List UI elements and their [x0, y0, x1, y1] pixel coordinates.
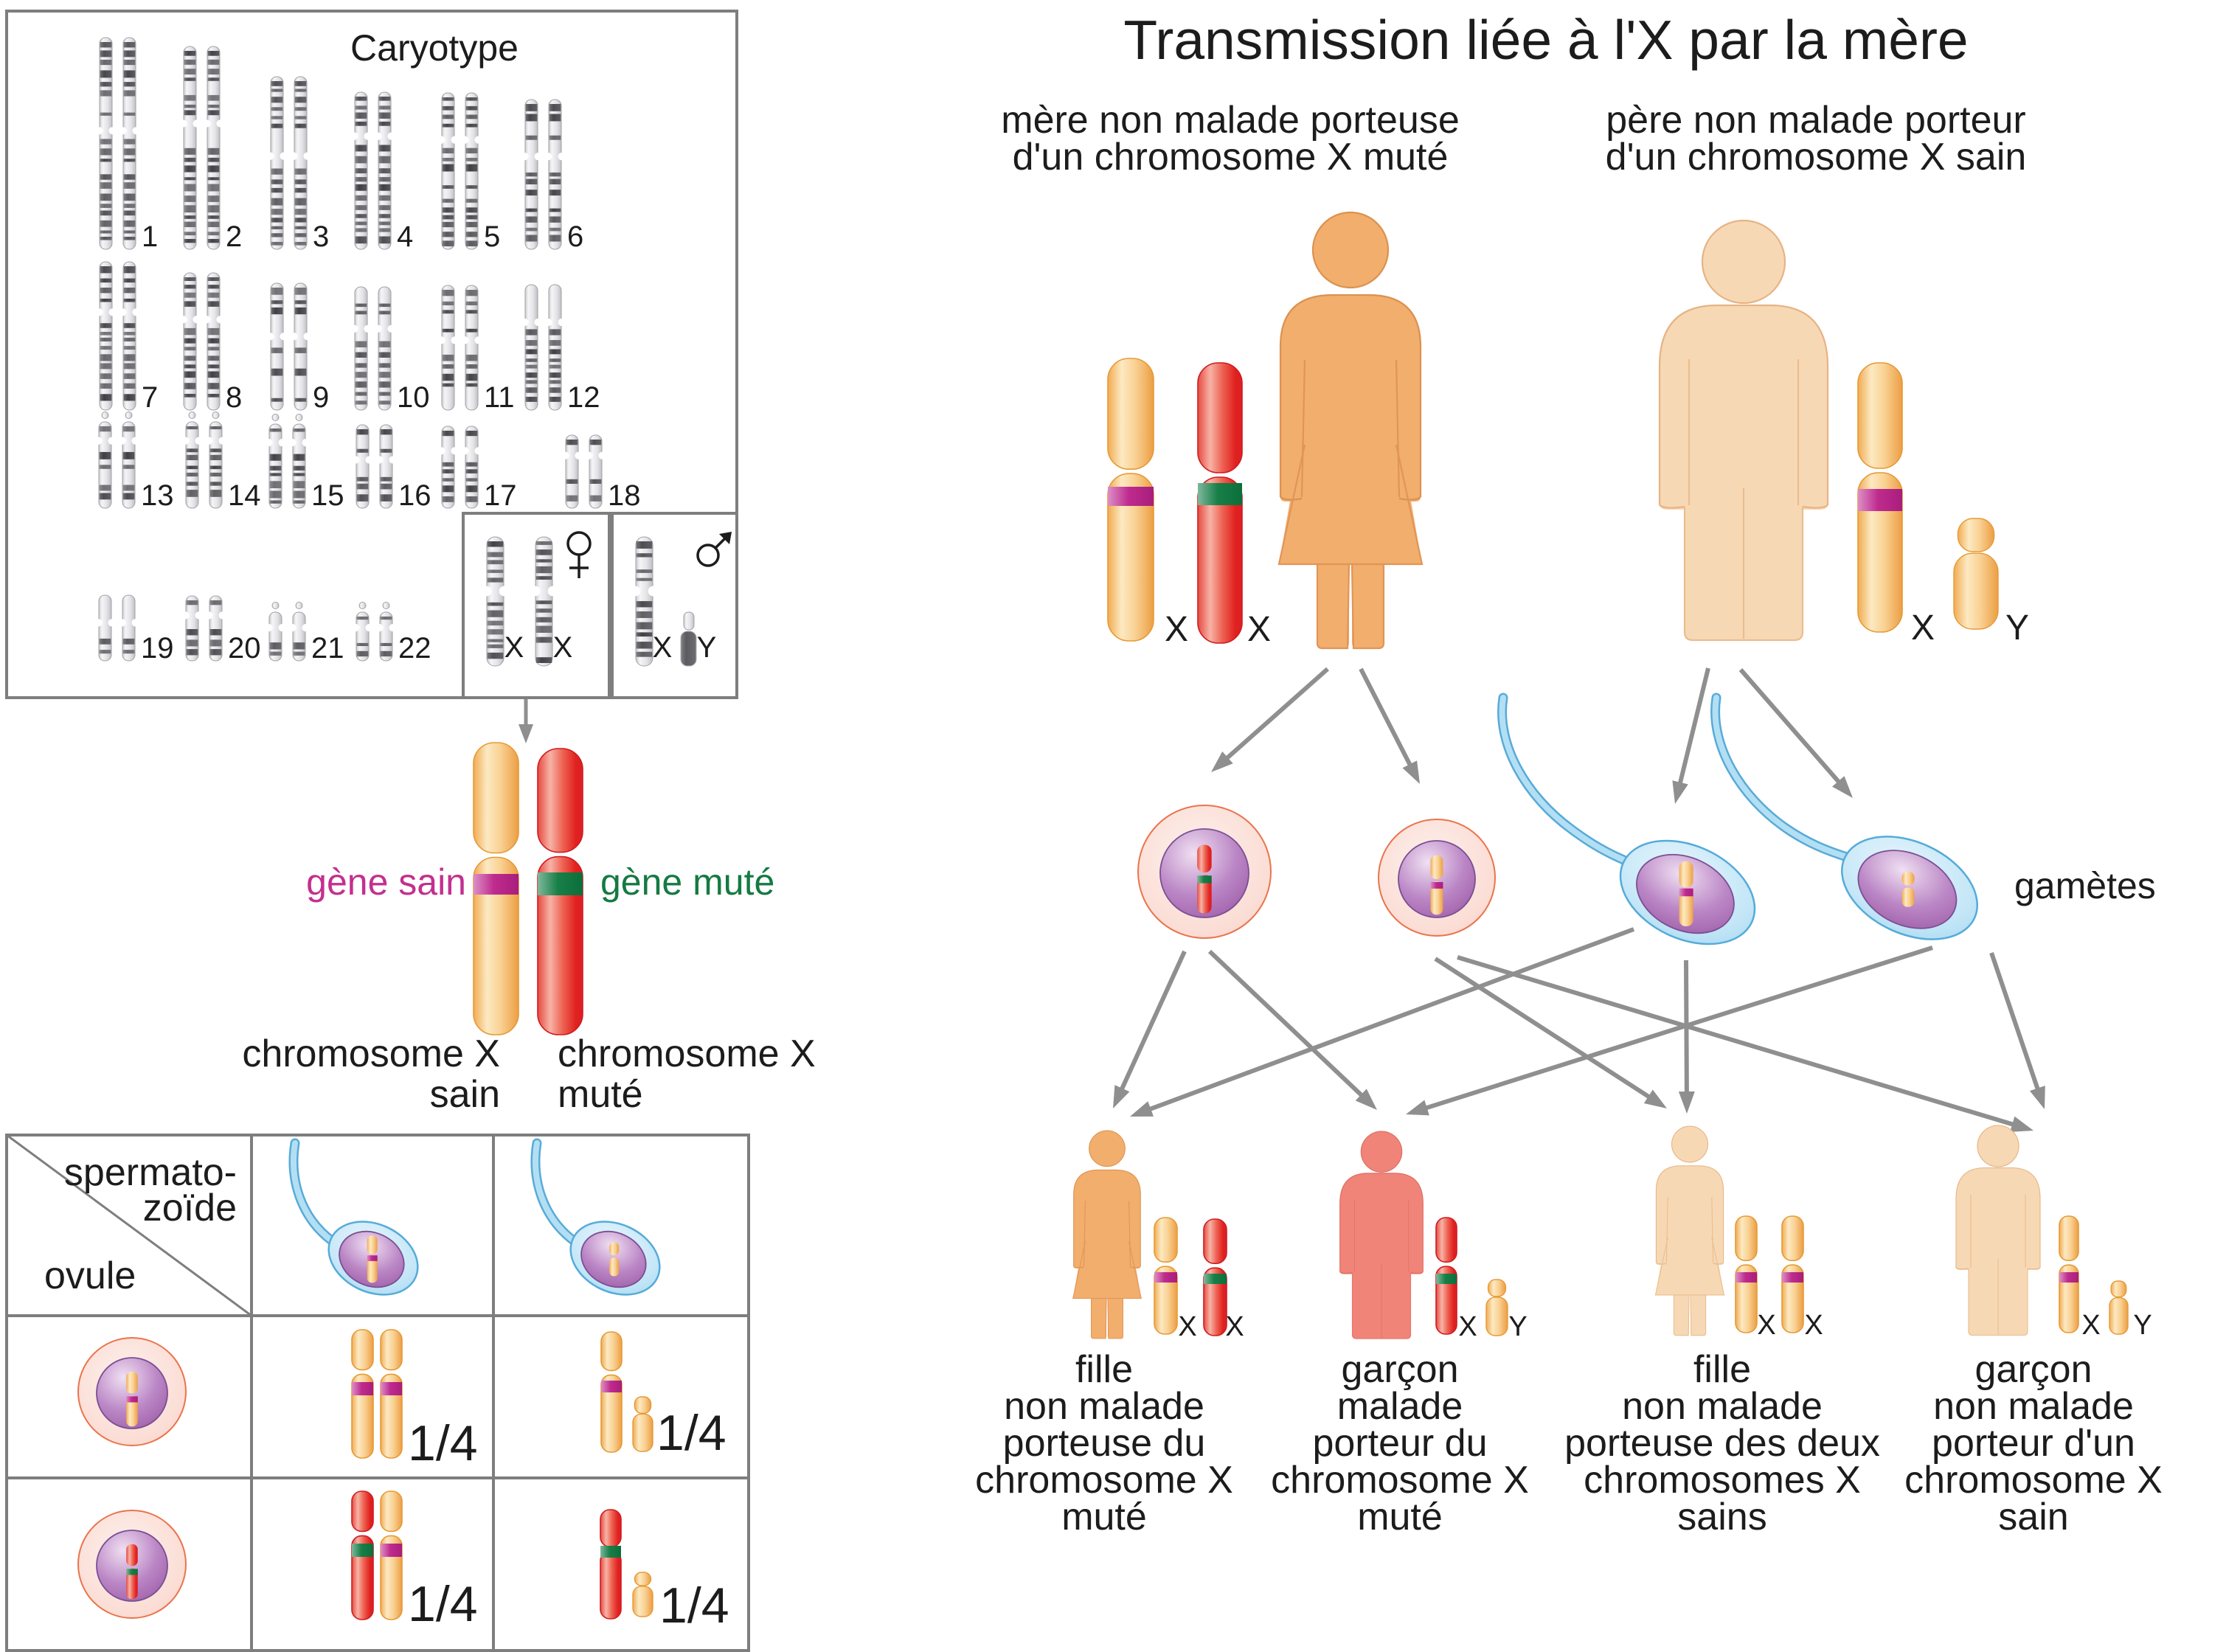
svg-text:X: X: [1911, 608, 1935, 648]
svg-text:porteuse des deux: porteuse des deux: [1564, 1422, 1880, 1465]
svg-text:X: X: [1247, 610, 1271, 649]
svg-text:muté: muté: [1061, 1496, 1147, 1538]
svg-text:8: 8: [226, 381, 242, 414]
svg-text:X: X: [553, 631, 573, 664]
svg-text:2: 2: [226, 221, 242, 253]
svg-text:non malade: non malade: [1004, 1385, 1204, 1428]
svg-text:Y: Y: [697, 631, 717, 664]
svg-text:3: 3: [313, 221, 329, 253]
svg-text:gène sain: gène sain: [306, 861, 466, 903]
svg-text:muté: muté: [558, 1073, 643, 1116]
svg-text:chromosome X: chromosome X: [558, 1032, 816, 1075]
svg-text:Y: Y: [2133, 1310, 2152, 1341]
svg-text:X: X: [1178, 1311, 1196, 1342]
svg-text:malade: malade: [1337, 1385, 1463, 1428]
svg-text:fille: fille: [1075, 1348, 1133, 1391]
svg-text:22: 22: [398, 632, 431, 664]
svg-text:X: X: [1804, 1310, 1823, 1341]
svg-text:21: 21: [311, 632, 344, 664]
svg-text:garçon: garçon: [1975, 1348, 2092, 1391]
svg-text:spermato-: spermato-: [64, 1151, 237, 1194]
svg-text:1: 1: [142, 221, 158, 253]
svg-text:16: 16: [398, 479, 431, 512]
svg-text:10: 10: [397, 381, 430, 414]
svg-text:18: 18: [608, 479, 641, 512]
svg-text:X: X: [2081, 1310, 2100, 1341]
svg-text:20: 20: [228, 632, 261, 664]
svg-text:gène muté: gène muté: [600, 861, 774, 903]
svg-text:X: X: [1165, 610, 1188, 649]
svg-text:sains: sains: [1677, 1496, 1766, 1538]
svg-text:mère non malade porteuse: mère non malade porteuse: [1001, 99, 1460, 142]
svg-text:fille: fille: [1693, 1348, 1751, 1391]
svg-text:15: 15: [311, 479, 344, 512]
svg-text:6: 6: [567, 221, 583, 253]
svg-text:non malade: non malade: [1622, 1385, 1823, 1428]
svg-text:Transmission liée à l'X par la: Transmission liée à l'X par la mère: [1123, 9, 1968, 71]
svg-text:12: 12: [567, 381, 600, 414]
svg-text:9: 9: [313, 381, 329, 414]
svg-text:zoïde: zoïde: [143, 1187, 237, 1229]
svg-text:gamètes: gamètes: [2014, 865, 2156, 906]
svg-text:père non malade porteur: père non malade porteur: [1606, 99, 2026, 142]
svg-text:7: 7: [142, 381, 158, 414]
svg-text:porteuse du: porteuse du: [1003, 1422, 1206, 1465]
svg-text:14: 14: [228, 479, 261, 512]
svg-text:garçon: garçon: [1342, 1348, 1459, 1391]
svg-text:chromosome X: chromosome X: [975, 1459, 1233, 1502]
svg-text:chromosome X: chromosome X: [242, 1032, 500, 1075]
svg-text:X: X: [1458, 1311, 1477, 1342]
svg-text:11: 11: [484, 381, 515, 414]
svg-text:1/4: 1/4: [408, 1576, 478, 1632]
svg-text:Y: Y: [1508, 1311, 1527, 1342]
svg-text:porteur d'un: porteur d'un: [1932, 1422, 2135, 1465]
svg-text:porteur du: porteur du: [1312, 1422, 1487, 1465]
svg-text:chromosomes X: chromosomes X: [1584, 1459, 1861, 1502]
svg-text:X: X: [505, 631, 524, 664]
svg-text:X: X: [1757, 1310, 1775, 1341]
svg-text:muté: muté: [1357, 1496, 1443, 1538]
svg-text:d'un chromosome X muté: d'un chromosome X muté: [1013, 136, 1449, 178]
svg-text:4: 4: [397, 221, 413, 253]
svg-text:17: 17: [484, 479, 517, 512]
svg-text:Y: Y: [2005, 608, 2029, 648]
svg-text:ovule: ovule: [44, 1254, 136, 1297]
svg-text:sain: sain: [1998, 1496, 2068, 1538]
svg-text:chromosome X: chromosome X: [1271, 1459, 1529, 1502]
svg-text:non malade: non malade: [1933, 1385, 2134, 1428]
svg-text:sain: sain: [430, 1073, 500, 1116]
svg-text:d'un chromosome X sain: d'un chromosome X sain: [1606, 136, 2027, 178]
svg-text:1/4: 1/4: [408, 1415, 478, 1471]
svg-text:5: 5: [484, 221, 500, 253]
svg-text:1/4: 1/4: [659, 1578, 729, 1634]
svg-text:19: 19: [141, 632, 174, 664]
svg-text:Caryotype: Caryotype: [350, 27, 519, 69]
svg-text:1/4: 1/4: [656, 1405, 727, 1461]
svg-text:13: 13: [141, 479, 174, 512]
svg-text:X: X: [1225, 1311, 1244, 1342]
svg-text:X: X: [653, 631, 673, 664]
svg-text:chromosome X: chromosome X: [1904, 1459, 2163, 1502]
